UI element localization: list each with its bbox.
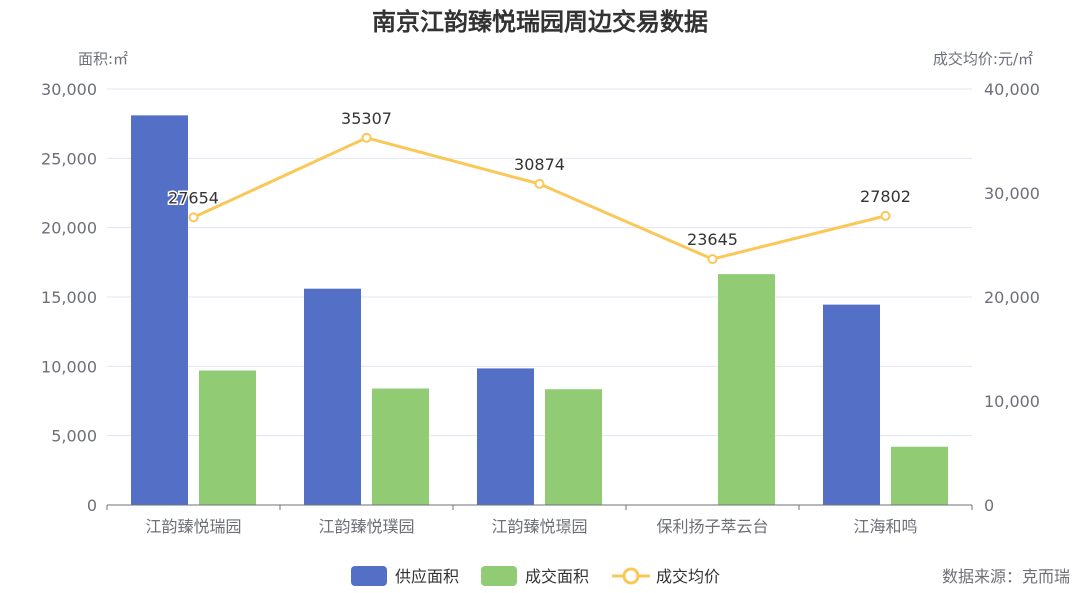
bar-series (131, 115, 948, 505)
price-point (534, 178, 545, 189)
right-tick-label: 20,000 (984, 288, 1040, 307)
left-tick-label: 25,000 (41, 149, 97, 168)
category-label: 保利扬子萃云台 (656, 517, 768, 536)
price-data-label: 27654 (168, 188, 219, 207)
price-point (880, 210, 891, 221)
supply-area-bar (477, 368, 534, 505)
left-tick-label: 0 (87, 496, 97, 515)
supply-area-bar (823, 304, 880, 505)
legend-item-supply-swatch (351, 566, 387, 586)
legend: 供应面积 成交面积 成交均价 (351, 566, 720, 586)
x-axis: 江韵臻悦瑞园 江韵臻悦璞园 江韵臻悦璟园 保利扬子萃云台 江海和鸣 (106, 504, 973, 536)
left-tick-label: 5,000 (51, 427, 97, 446)
right-tick-label: 40,000 (984, 80, 1040, 99)
legend-item-deal-area-swatch (481, 566, 517, 586)
right-tick-label: 0 (984, 496, 994, 515)
legend-item-supply-label: 供应面积 (395, 567, 459, 586)
legend-item-price-swatch-marker (622, 567, 640, 585)
left-axis-unit: 面积:㎡ (78, 50, 128, 68)
left-tick-label: 10,000 (41, 357, 97, 376)
left-tick-label: 20,000 (41, 219, 97, 238)
price-point (188, 212, 199, 223)
right-tick-label: 10,000 (984, 392, 1040, 411)
deal-area-bar (372, 388, 429, 505)
deal-area-bar (891, 446, 948, 505)
deal-area-bar (545, 389, 602, 505)
left-axis-ticks: 0 5,000 10,000 15,000 20,000 25,000 30,000 (41, 80, 97, 515)
chart-title: 南京江韵臻悦瑞园周边交易数据 (372, 8, 708, 36)
supply-area-bar (304, 288, 361, 505)
price-data-label: 27802 (860, 187, 911, 206)
price-data-label: 35307 (341, 109, 392, 128)
category-label: 江韵臻悦瑞园 (145, 517, 241, 536)
data-source: 数据来源：克而瑞 (942, 567, 1070, 586)
price-point (707, 254, 718, 265)
deal-area-bar (199, 370, 256, 505)
left-tick-label: 15,000 (41, 288, 97, 307)
right-axis-ticks: 0 10,000 20,000 30,000 40,000 (984, 80, 1040, 515)
price-data-label: 23645 (687, 230, 738, 249)
deal-area-bar (718, 274, 775, 505)
price-data-label: 30874 (514, 155, 565, 174)
legend-item-deal-area-label: 成交面积 (525, 567, 589, 586)
left-tick-label: 30,000 (41, 80, 97, 99)
right-tick-label: 30,000 (984, 184, 1040, 203)
right-axis-unit: 成交均价:元/㎡ (933, 50, 1033, 68)
legend-item-price-label: 成交均价 (656, 567, 720, 586)
category-label: 江韵臻悦璞园 (318, 517, 414, 536)
price-line-series: 27654 35307 30874 23645 27802 (167, 107, 912, 265)
price-point (361, 132, 372, 143)
category-label: 江海和鸣 (853, 517, 917, 536)
category-label: 江韵臻悦璟园 (491, 517, 587, 536)
supply-area-bar (131, 115, 188, 505)
